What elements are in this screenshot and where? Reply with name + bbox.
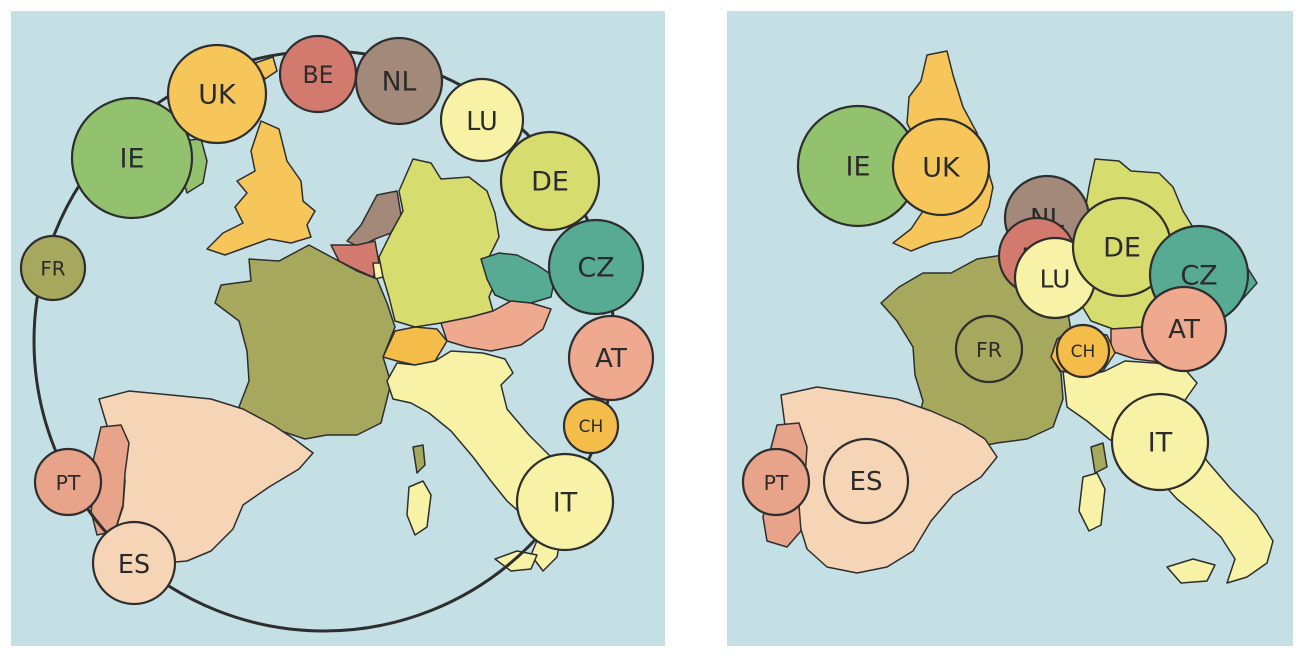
left-bubble-label-nl: NL	[382, 67, 417, 98]
right-bubble-label-ch: CH	[1071, 342, 1096, 362]
country-de	[378, 158, 500, 328]
right-bubble-uk: UK	[891, 117, 991, 217]
left-bubble-circle-cz	[547, 218, 645, 316]
left-bubble-label-at: AT	[595, 344, 627, 374]
left-bubble-label-cz: CZ	[577, 253, 614, 284]
left-bubble-label-uk: UK	[198, 80, 237, 111]
right-bubble-circle-pt	[741, 447, 811, 517]
left-bubble-be: BE	[278, 34, 358, 114]
left-bubble-fr: FR	[19, 234, 87, 302]
left-bubble-circle-ie	[70, 96, 194, 220]
left-map-panel: IE UK BE NL LU DE CZ AT CH IT ES PT FR	[11, 11, 665, 646]
left-bubble-circle-lu	[439, 77, 525, 163]
left-bubble-label-be: BE	[302, 61, 333, 89]
right-bubble-circle-it	[1110, 392, 1210, 492]
left-bubble-label-pt: PT	[56, 471, 81, 495]
country-fr-corsica	[412, 444, 426, 474]
right-bubble-circle-uk	[891, 117, 991, 217]
right-bubble-circle-ch	[1055, 323, 1111, 379]
right-bubble-circle-fr	[954, 314, 1024, 384]
left-bubble-lu: LU	[439, 77, 525, 163]
right-bubble-circle-es	[822, 437, 910, 525]
left-bubble-label-de: DE	[531, 167, 569, 198]
right-bubble-label-fr: FR	[976, 338, 1002, 362]
left-bubble-label-es: ES	[118, 549, 150, 579]
right-bubble-label-de: DE	[1103, 233, 1141, 264]
left-bubble-es: ES	[91, 520, 177, 606]
left-bubble-circle-es	[91, 520, 177, 606]
left-bubble-pt: PT	[33, 447, 103, 517]
right-bubble-label-uk: UK	[922, 153, 961, 184]
left-bubble-cz: CZ	[547, 218, 645, 316]
left-bubble-circle-pt	[33, 447, 103, 517]
left-bubble-circle-fr	[19, 234, 87, 302]
right-bubbles: IEUKNLBELUDECZATFRCHITPTES	[741, 104, 1250, 525]
left-countries	[90, 56, 584, 572]
left-bubble-label-it: IT	[553, 488, 578, 519]
country-cz	[480, 252, 556, 304]
left-bubble-uk: UK	[166, 43, 268, 145]
right-bubble-es: ES	[822, 437, 910, 525]
left-bubble-at: AT	[567, 314, 655, 402]
left-bubble-nl: NL	[354, 36, 444, 126]
country-it-sicily	[1166, 558, 1216, 584]
right-bubble-it: IT	[1110, 392, 1210, 492]
left-bubble-ch: CH	[562, 397, 620, 455]
right-bubble-pt: PT	[741, 447, 811, 517]
right-bubble-at: AT	[1140, 285, 1228, 373]
left-bubble-ie: IE	[70, 96, 194, 220]
left-bubble-circle-at	[567, 314, 655, 402]
right-bubble-label-es: ES	[850, 467, 883, 497]
right-bubble-label-at: AT	[1168, 315, 1200, 345]
right-bubble-ch: CH	[1055, 323, 1111, 379]
left-bubble-it: IT	[515, 452, 615, 552]
country-at	[440, 300, 552, 352]
left-bubbles: IE UK BE NL LU DE CZ AT CH IT ES PT FR	[19, 34, 655, 606]
left-bubble-circle-de	[499, 130, 601, 232]
right-bubble-label-lu: LU	[1040, 265, 1071, 294]
left-bubble-circle-ch	[562, 397, 620, 455]
left-bubble-label-fr: FR	[40, 258, 65, 281]
left-map-svg: IE UK BE NL LU DE CZ AT CH IT ES PT FR	[19, 34, 655, 633]
right-bubble-label-pt: PT	[764, 471, 789, 495]
left-bubble-label-ie: IE	[119, 144, 144, 175]
left-bubble-circle-it	[515, 452, 615, 552]
left-bubble-label-ch: CH	[579, 417, 604, 437]
right-bubble-label-ie: IE	[845, 152, 870, 183]
left-bubble-label-lu: LU	[466, 106, 497, 136]
country-it-sardinia	[1078, 472, 1106, 532]
right-bubble-fr: FR	[954, 314, 1024, 384]
left-bubble-circle-nl	[354, 36, 444, 126]
right-bubble-circle-at	[1140, 285, 1228, 373]
country-fr-corsica	[1090, 442, 1108, 474]
country-nl	[346, 190, 402, 248]
left-bubble-de: DE	[499, 130, 601, 232]
country-it-sicily	[494, 550, 538, 572]
right-map-svg: IEUKNLBELUDECZATFRCHITPTES	[741, 50, 1274, 584]
country-uk	[206, 120, 316, 256]
left-bubble-circle-uk	[166, 43, 268, 145]
country-fr	[214, 244, 396, 440]
right-bubble-label-it: IT	[1148, 428, 1173, 459]
right-map-panel: IEUKNLBELUDECZATFRCHITPTES	[727, 11, 1293, 646]
country-it-sardinia	[406, 480, 432, 536]
